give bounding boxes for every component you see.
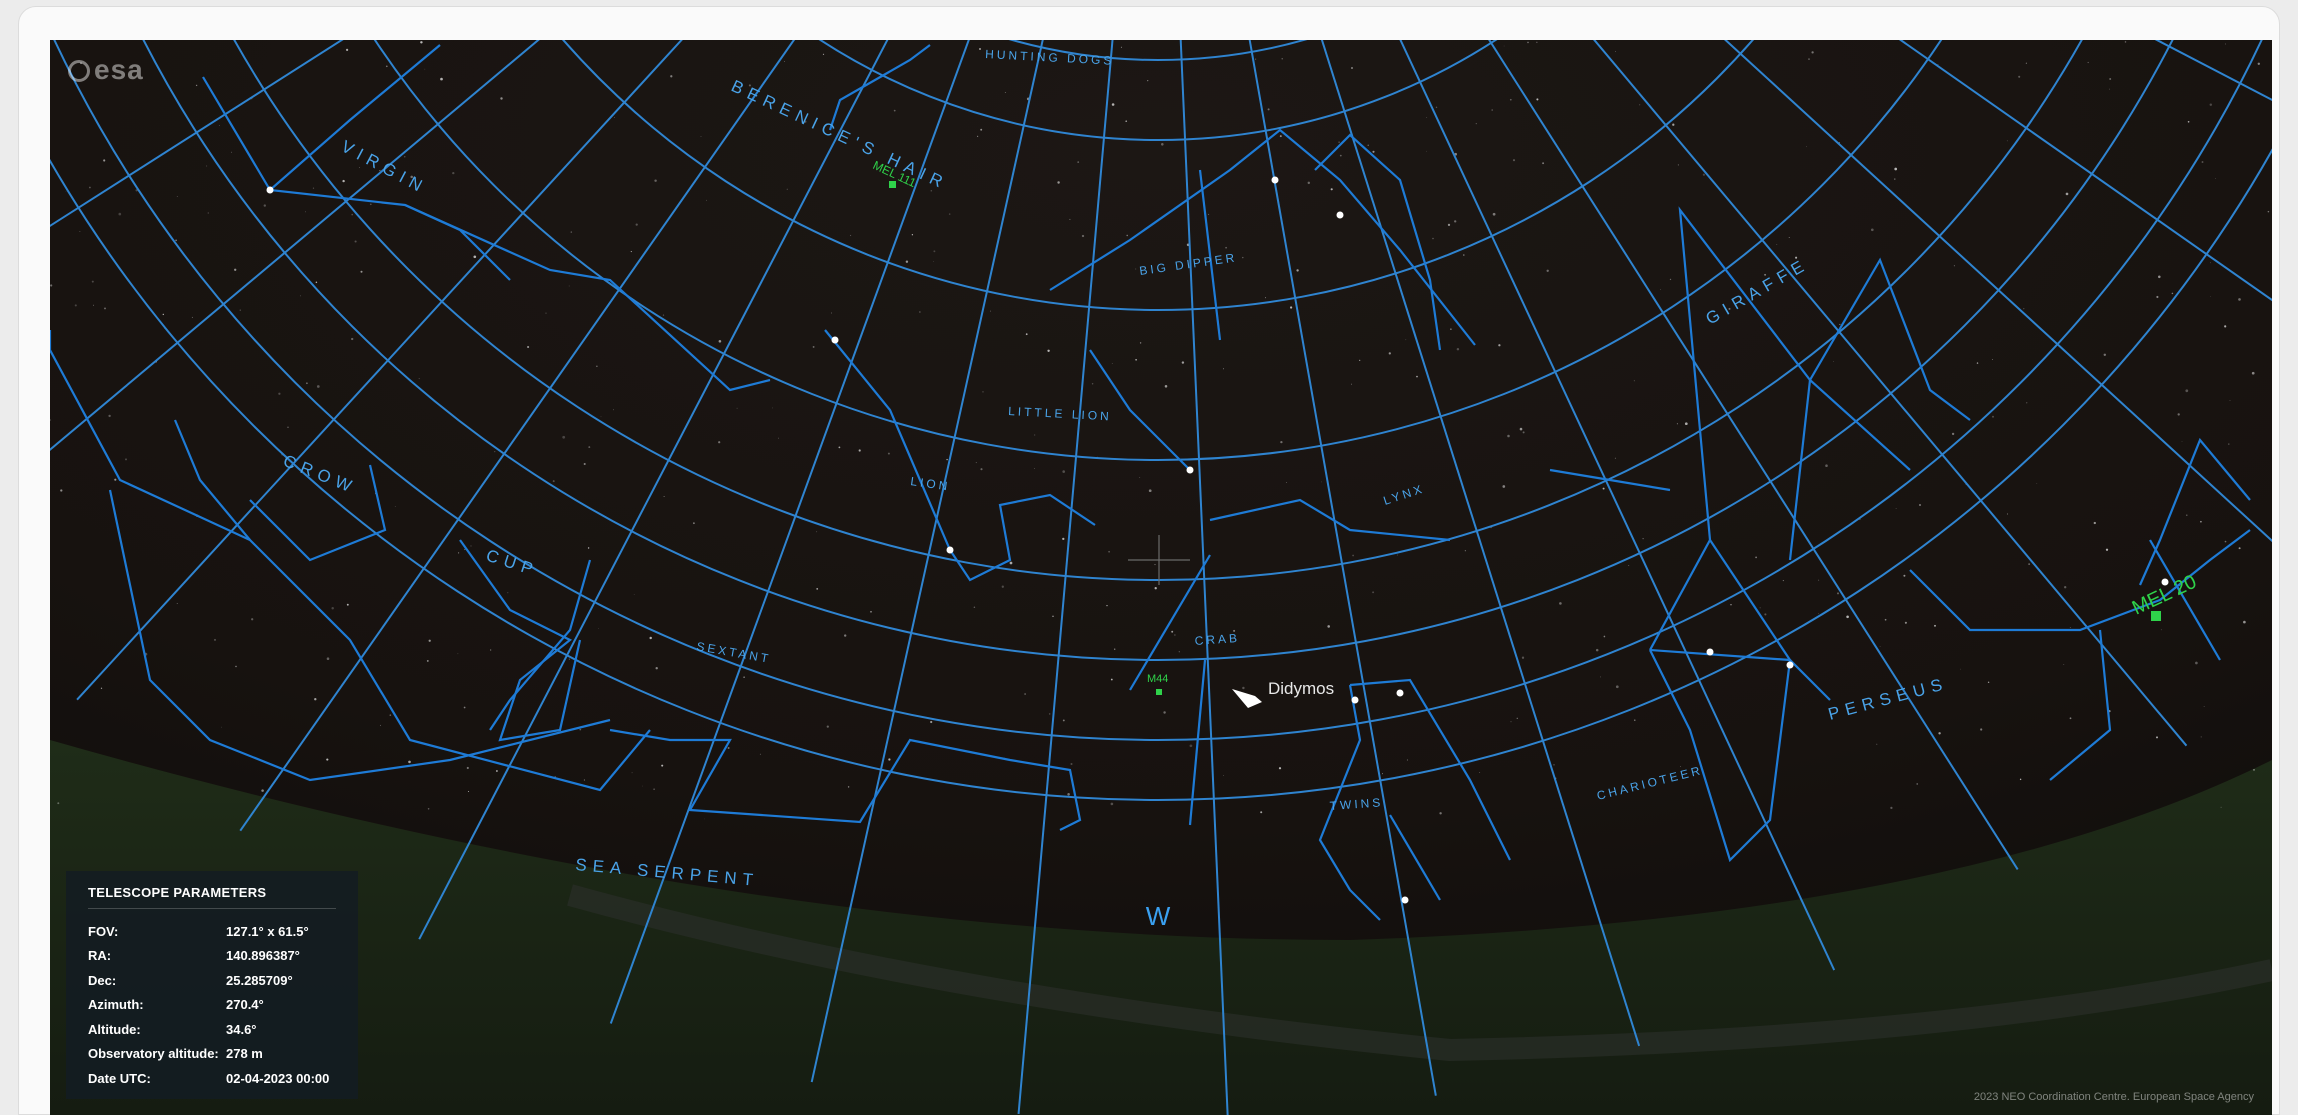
crosshair-icon: [1128, 535, 1190, 585]
constellation-label-twins: TWINS: [1329, 795, 1384, 813]
param-row: RA: 140.896387°: [88, 948, 300, 964]
copyright-credit: 2023 NEO Coordination Centre. European S…: [1973, 1091, 2254, 1103]
param-row: Date UTC: 02-04-2023 00:00: [88, 1070, 330, 1086]
param-row: Azimuth: 270.4°: [88, 997, 264, 1013]
asteroid-icon: [1232, 689, 1262, 708]
compass-direction: W: [1146, 901, 1171, 931]
didymos-target[interactable]: Didymos: [1232, 679, 1334, 708]
sky-map[interactable]: VIRGIN BERENICE'S HAIR HUNTING DOGS BIG …: [50, 40, 2272, 1115]
constellation-lines: [50, 44, 2251, 921]
ground: [50, 740, 2272, 1115]
esa-logo: esa: [68, 54, 144, 86]
param-row: Dec: 25.285709°: [88, 972, 293, 988]
constellation-label-crab: CRAB: [1194, 631, 1240, 648]
param-row: Observatory altitude: 278 m: [88, 1046, 263, 1062]
constellation-label-hunting-dogs: HUNTING DOGS: [985, 47, 1115, 68]
bright-stars: [266, 176, 2169, 904]
sky-viewport[interactable]: VIRGIN BERENICE'S HAIR HUNTING DOGS BIG …: [50, 40, 2272, 1115]
object-marker-m44[interactable]: [1156, 689, 1162, 695]
param-row: Altitude: 34.6°: [88, 1021, 257, 1037]
object-label-m44: M44: [1147, 673, 1168, 685]
road: [567, 884, 2272, 1062]
esa-logo-icon: [68, 60, 90, 82]
constellation-label-lion: LION: [910, 474, 952, 493]
param-row: FOV: 127.1° x 61.5°: [88, 923, 309, 939]
object-marker-mel111[interactable]: [889, 181, 896, 188]
panel-title: TELESCOPE PARAMETERS: [88, 885, 336, 909]
coordinate-grid: [50, 40, 2272, 1115]
target-label: Didymos: [1268, 679, 1334, 698]
telescope-parameters-panel: TELESCOPE PARAMETERS FOV: 127.1° x 61.5° …: [66, 871, 358, 1099]
object-marker-mel20[interactable]: [2151, 611, 2161, 621]
constellation-label-little-lion: LITTLE LION: [1008, 404, 1112, 423]
